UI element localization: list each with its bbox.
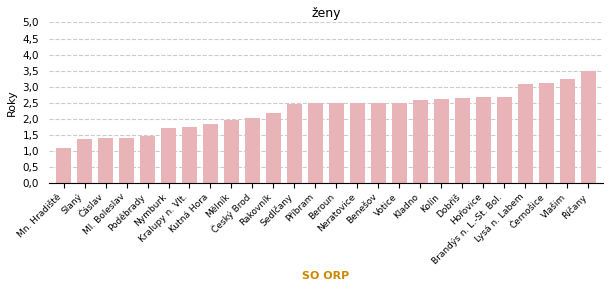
Bar: [266, 113, 281, 183]
Bar: [182, 128, 197, 183]
Bar: [434, 99, 449, 183]
Bar: [413, 100, 428, 183]
Bar: [224, 120, 239, 183]
Bar: [161, 128, 176, 183]
Bar: [455, 98, 470, 183]
Bar: [119, 138, 134, 183]
Bar: [476, 97, 490, 183]
Bar: [392, 103, 407, 183]
Title: ženy: ženy: [311, 7, 341, 20]
Bar: [287, 105, 302, 183]
Bar: [245, 118, 260, 183]
Y-axis label: Roky: Roky: [7, 89, 17, 116]
Bar: [140, 136, 155, 183]
Bar: [518, 84, 533, 183]
Bar: [203, 124, 218, 183]
Bar: [77, 139, 92, 183]
Bar: [560, 79, 575, 183]
Bar: [98, 138, 113, 183]
X-axis label: SO ORP: SO ORP: [303, 271, 350, 281]
Bar: [56, 148, 71, 183]
Bar: [350, 103, 365, 183]
Bar: [308, 103, 323, 183]
Bar: [497, 97, 512, 183]
Bar: [329, 103, 344, 183]
Bar: [371, 103, 386, 183]
Bar: [539, 83, 554, 183]
Bar: [581, 71, 596, 183]
